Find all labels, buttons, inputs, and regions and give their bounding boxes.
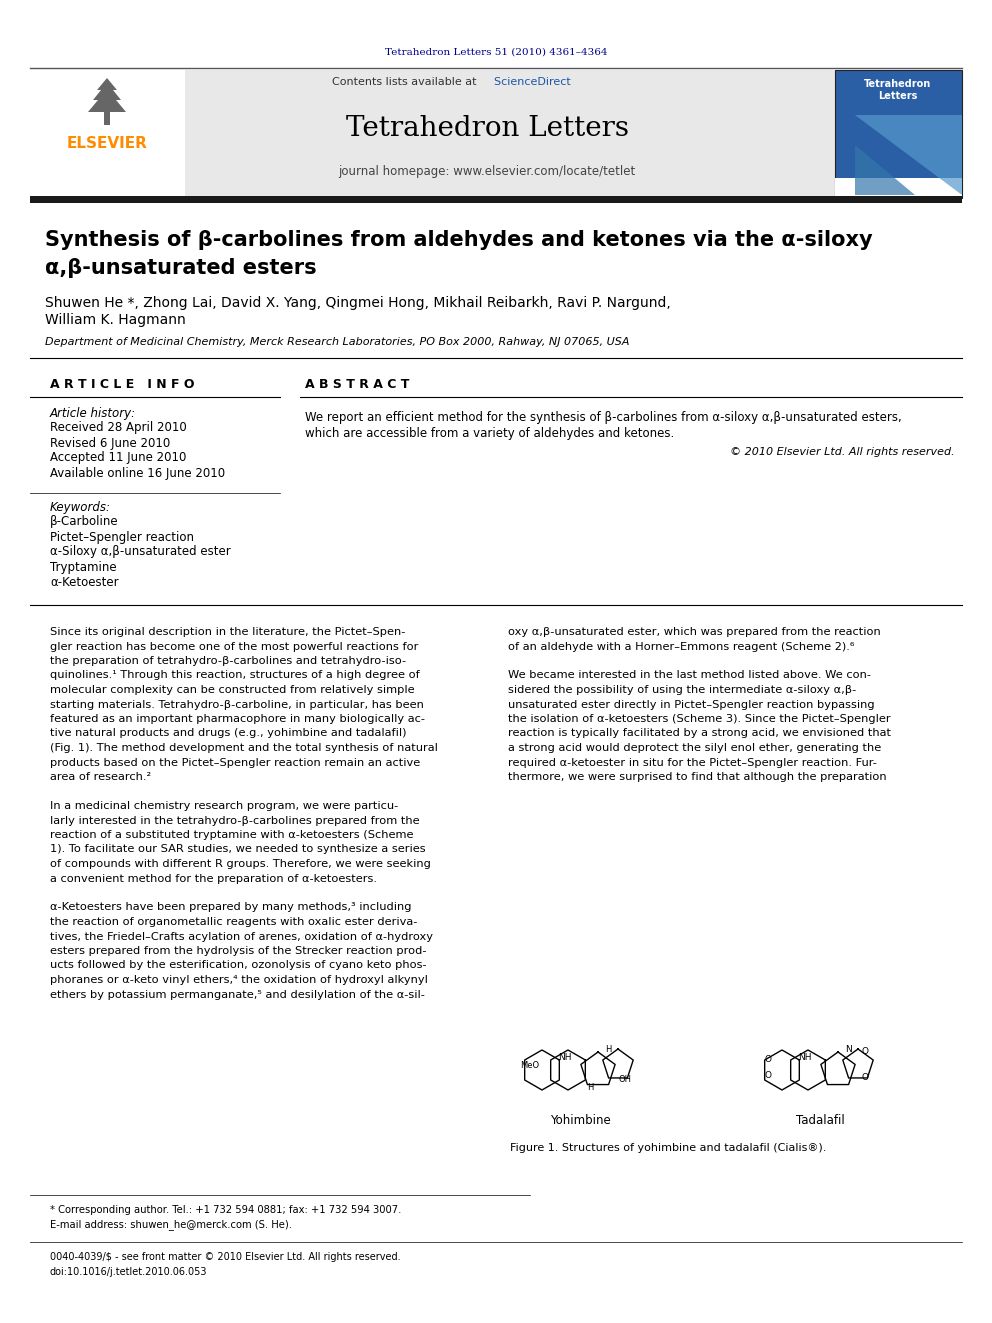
Text: the preparation of tetrahydro-β-carbolines and tetrahydro-iso-: the preparation of tetrahydro-β-carbolin… (50, 656, 406, 665)
Text: O: O (861, 1048, 869, 1057)
Text: A B S T R A C T: A B S T R A C T (305, 378, 410, 392)
Text: * Corresponding author. Tel.: +1 732 594 0881; fax: +1 732 594 3007.: * Corresponding author. Tel.: +1 732 594… (50, 1205, 402, 1215)
Text: phoranes or α-keto vinyl ethers,⁴ the oxidation of hydroxyl alkynyl: phoranes or α-keto vinyl ethers,⁴ the ox… (50, 975, 428, 986)
Text: William K. Hagmann: William K. Hagmann (45, 314, 186, 327)
Text: In a medicinal chemistry research program, we were particu-: In a medicinal chemistry research progra… (50, 800, 398, 811)
Text: a convenient method for the preparation of α-ketoesters.: a convenient method for the preparation … (50, 873, 377, 884)
Text: © 2010 Elsevier Ltd. All rights reserved.: © 2010 Elsevier Ltd. All rights reserved… (730, 447, 955, 456)
Text: reaction of a substituted tryptamine with α-ketoesters (Scheme: reaction of a substituted tryptamine wit… (50, 830, 414, 840)
Text: Pictet–Spengler reaction: Pictet–Spengler reaction (50, 531, 194, 544)
Text: O: O (765, 1070, 772, 1080)
Bar (104, 112, 110, 124)
Polygon shape (855, 146, 915, 194)
Text: A R T I C L E   I N F O: A R T I C L E I N F O (50, 378, 194, 392)
Text: ethers by potassium permanganate,⁵ and desilylation of the α-sil-: ethers by potassium permanganate,⁵ and d… (50, 990, 425, 999)
Text: Figure 1. Structures of yohimbine and tadalafil (Cialis®).: Figure 1. Structures of yohimbine and ta… (510, 1143, 826, 1154)
Text: OH: OH (618, 1076, 632, 1085)
Text: α-Siloxy α,β-unsaturated ester: α-Siloxy α,β-unsaturated ester (50, 545, 231, 558)
Text: Accepted 11 June 2010: Accepted 11 June 2010 (50, 451, 186, 464)
Text: gler reaction has become one of the most powerful reactions for: gler reaction has become one of the most… (50, 642, 419, 651)
Text: 0040-4039/$ - see front matter © 2010 Elsevier Ltd. All rights reserved.: 0040-4039/$ - see front matter © 2010 El… (50, 1252, 401, 1262)
Text: esters prepared from the hydrolysis of the Strecker reaction prod-: esters prepared from the hydrolysis of t… (50, 946, 427, 957)
Text: required α-ketoester in situ for the Pictet–Spengler reaction. Fur-: required α-ketoester in situ for the Pic… (508, 758, 877, 767)
Text: O: O (765, 1056, 772, 1065)
Text: Article history:: Article history: (50, 406, 136, 419)
Text: oxy α,β-unsaturated ester, which was prepared from the reaction: oxy α,β-unsaturated ester, which was pre… (508, 627, 881, 636)
Text: featured as an important pharmacophore in many biologically ac-: featured as an important pharmacophore i… (50, 714, 425, 724)
Text: a strong acid would deprotect the silyl enol ether, generating the: a strong acid would deprotect the silyl … (508, 744, 881, 753)
Text: sidered the possibility of using the intermediate α-siloxy α,β-: sidered the possibility of using the int… (508, 685, 856, 695)
Text: tive natural products and drugs (e.g., yohimbine and tadalafil): tive natural products and drugs (e.g., y… (50, 729, 407, 738)
Text: β-Carboline: β-Carboline (50, 516, 119, 528)
Text: O: O (861, 1073, 869, 1082)
Text: ucts followed by the esterification, ozonolysis of cyano keto phos-: ucts followed by the esterification, ozo… (50, 960, 427, 971)
Text: NH: NH (558, 1053, 571, 1062)
Text: thermore, we were surprised to find that although the preparation: thermore, we were surprised to find that… (508, 773, 887, 782)
Text: Revised 6 June 2010: Revised 6 June 2010 (50, 437, 171, 450)
Text: α-Ketoester: α-Ketoester (50, 576, 119, 589)
Bar (30, 196, 962, 202)
Bar (185, 70, 835, 198)
Text: Tetrahedron Letters: Tetrahedron Letters (345, 115, 629, 142)
Text: We became interested in the last method listed above. We con-: We became interested in the last method … (508, 671, 871, 680)
Bar (835, 70, 962, 198)
Text: the isolation of α-ketoesters (Scheme 3). Since the Pictet–Spengler: the isolation of α-ketoesters (Scheme 3)… (508, 714, 891, 724)
Text: area of research.²: area of research.² (50, 773, 151, 782)
Text: molecular complexity can be constructed from relatively simple: molecular complexity can be constructed … (50, 685, 415, 695)
Text: which are accessible from a variety of aldehydes and ketones.: which are accessible from a variety of a… (305, 427, 675, 441)
Text: MeO: MeO (521, 1061, 540, 1069)
Text: N: N (844, 1045, 851, 1054)
Text: Tryptamine: Tryptamine (50, 561, 117, 573)
Text: tives, the Friedel–Crafts acylation of arenes, oxidation of α-hydroxy: tives, the Friedel–Crafts acylation of a… (50, 931, 433, 942)
Text: journal homepage: www.elsevier.com/locate/tetlet: journal homepage: www.elsevier.com/locat… (338, 165, 636, 179)
Text: doi:10.1016/j.tetlet.2010.06.053: doi:10.1016/j.tetlet.2010.06.053 (50, 1267, 207, 1277)
Polygon shape (88, 78, 126, 112)
Text: Letters: Letters (878, 91, 918, 101)
Text: of an aldehyde with a Horner–Emmons reagent (Scheme 2).⁶: of an aldehyde with a Horner–Emmons reag… (508, 642, 854, 651)
Bar (30, 70, 185, 198)
Text: reaction is typically facilitated by a strong acid, we envisioned that: reaction is typically facilitated by a s… (508, 729, 891, 738)
Text: Synthesis of β-carbolines from aldehydes and ketones via the α-siloxy: Synthesis of β-carbolines from aldehydes… (45, 230, 873, 250)
Text: ELSEVIER: ELSEVIER (66, 135, 148, 151)
Text: unsaturated ester directly in Pictet–Spengler reaction bypassing: unsaturated ester directly in Pictet–Spe… (508, 700, 875, 709)
Text: α,β-unsaturated esters: α,β-unsaturated esters (45, 258, 316, 278)
Text: H: H (605, 1045, 611, 1054)
Text: E-mail address: shuwen_he@merck.com (S. He).: E-mail address: shuwen_he@merck.com (S. … (50, 1220, 292, 1230)
Text: of compounds with different R groups. Therefore, we were seeking: of compounds with different R groups. Th… (50, 859, 431, 869)
Text: α-Ketoesters have been prepared by many methods,³ including: α-Ketoesters have been prepared by many … (50, 902, 412, 913)
Text: Yohimbine: Yohimbine (550, 1114, 610, 1126)
Text: NH: NH (799, 1053, 811, 1062)
Polygon shape (855, 115, 962, 194)
Text: Contents lists available at: Contents lists available at (332, 77, 487, 87)
Text: Available online 16 June 2010: Available online 16 June 2010 (50, 467, 225, 479)
Text: Shuwen He *, Zhong Lai, David X. Yang, Qingmei Hong, Mikhail Reibarkh, Ravi P. N: Shuwen He *, Zhong Lai, David X. Yang, Q… (45, 296, 671, 310)
Text: Tetrahedron Letters 51 (2010) 4361–4364: Tetrahedron Letters 51 (2010) 4361–4364 (385, 48, 607, 57)
Text: products based on the Pictet–Spengler reaction remain an active: products based on the Pictet–Spengler re… (50, 758, 421, 767)
Text: 1). To facilitate our SAR studies, we needed to synthesize a series: 1). To facilitate our SAR studies, we ne… (50, 844, 426, 855)
Text: Tadalafil: Tadalafil (796, 1114, 844, 1126)
Text: Since its original description in the literature, the Pictet–Spen-: Since its original description in the li… (50, 627, 406, 636)
Text: quinolines.¹ Through this reaction, structures of a high degree of: quinolines.¹ Through this reaction, stru… (50, 671, 420, 680)
Text: starting materials. Tetrahydro-β-carboline, in particular, has been: starting materials. Tetrahydro-β-carboli… (50, 700, 424, 709)
Text: the reaction of organometallic reagents with oxalic ester deriva-: the reaction of organometallic reagents … (50, 917, 418, 927)
Bar (835, 179, 962, 198)
Text: Department of Medicinal Chemistry, Merck Research Laboratories, PO Box 2000, Rah: Department of Medicinal Chemistry, Merck… (45, 337, 630, 347)
Text: Tetrahedron: Tetrahedron (864, 79, 931, 89)
Text: Received 28 April 2010: Received 28 April 2010 (50, 422, 186, 434)
Text: Keywords:: Keywords: (50, 500, 111, 513)
Text: H: H (587, 1084, 593, 1093)
Text: larly interested in the tetrahydro-β-carbolines prepared from the: larly interested in the tetrahydro-β-car… (50, 815, 420, 826)
Text: (Fig. 1). The method development and the total synthesis of natural: (Fig. 1). The method development and the… (50, 744, 437, 753)
Text: We report an efficient method for the synthesis of β-carbolines from α-siloxy α,: We report an efficient method for the sy… (305, 411, 902, 425)
Text: ScienceDirect: ScienceDirect (487, 77, 570, 87)
